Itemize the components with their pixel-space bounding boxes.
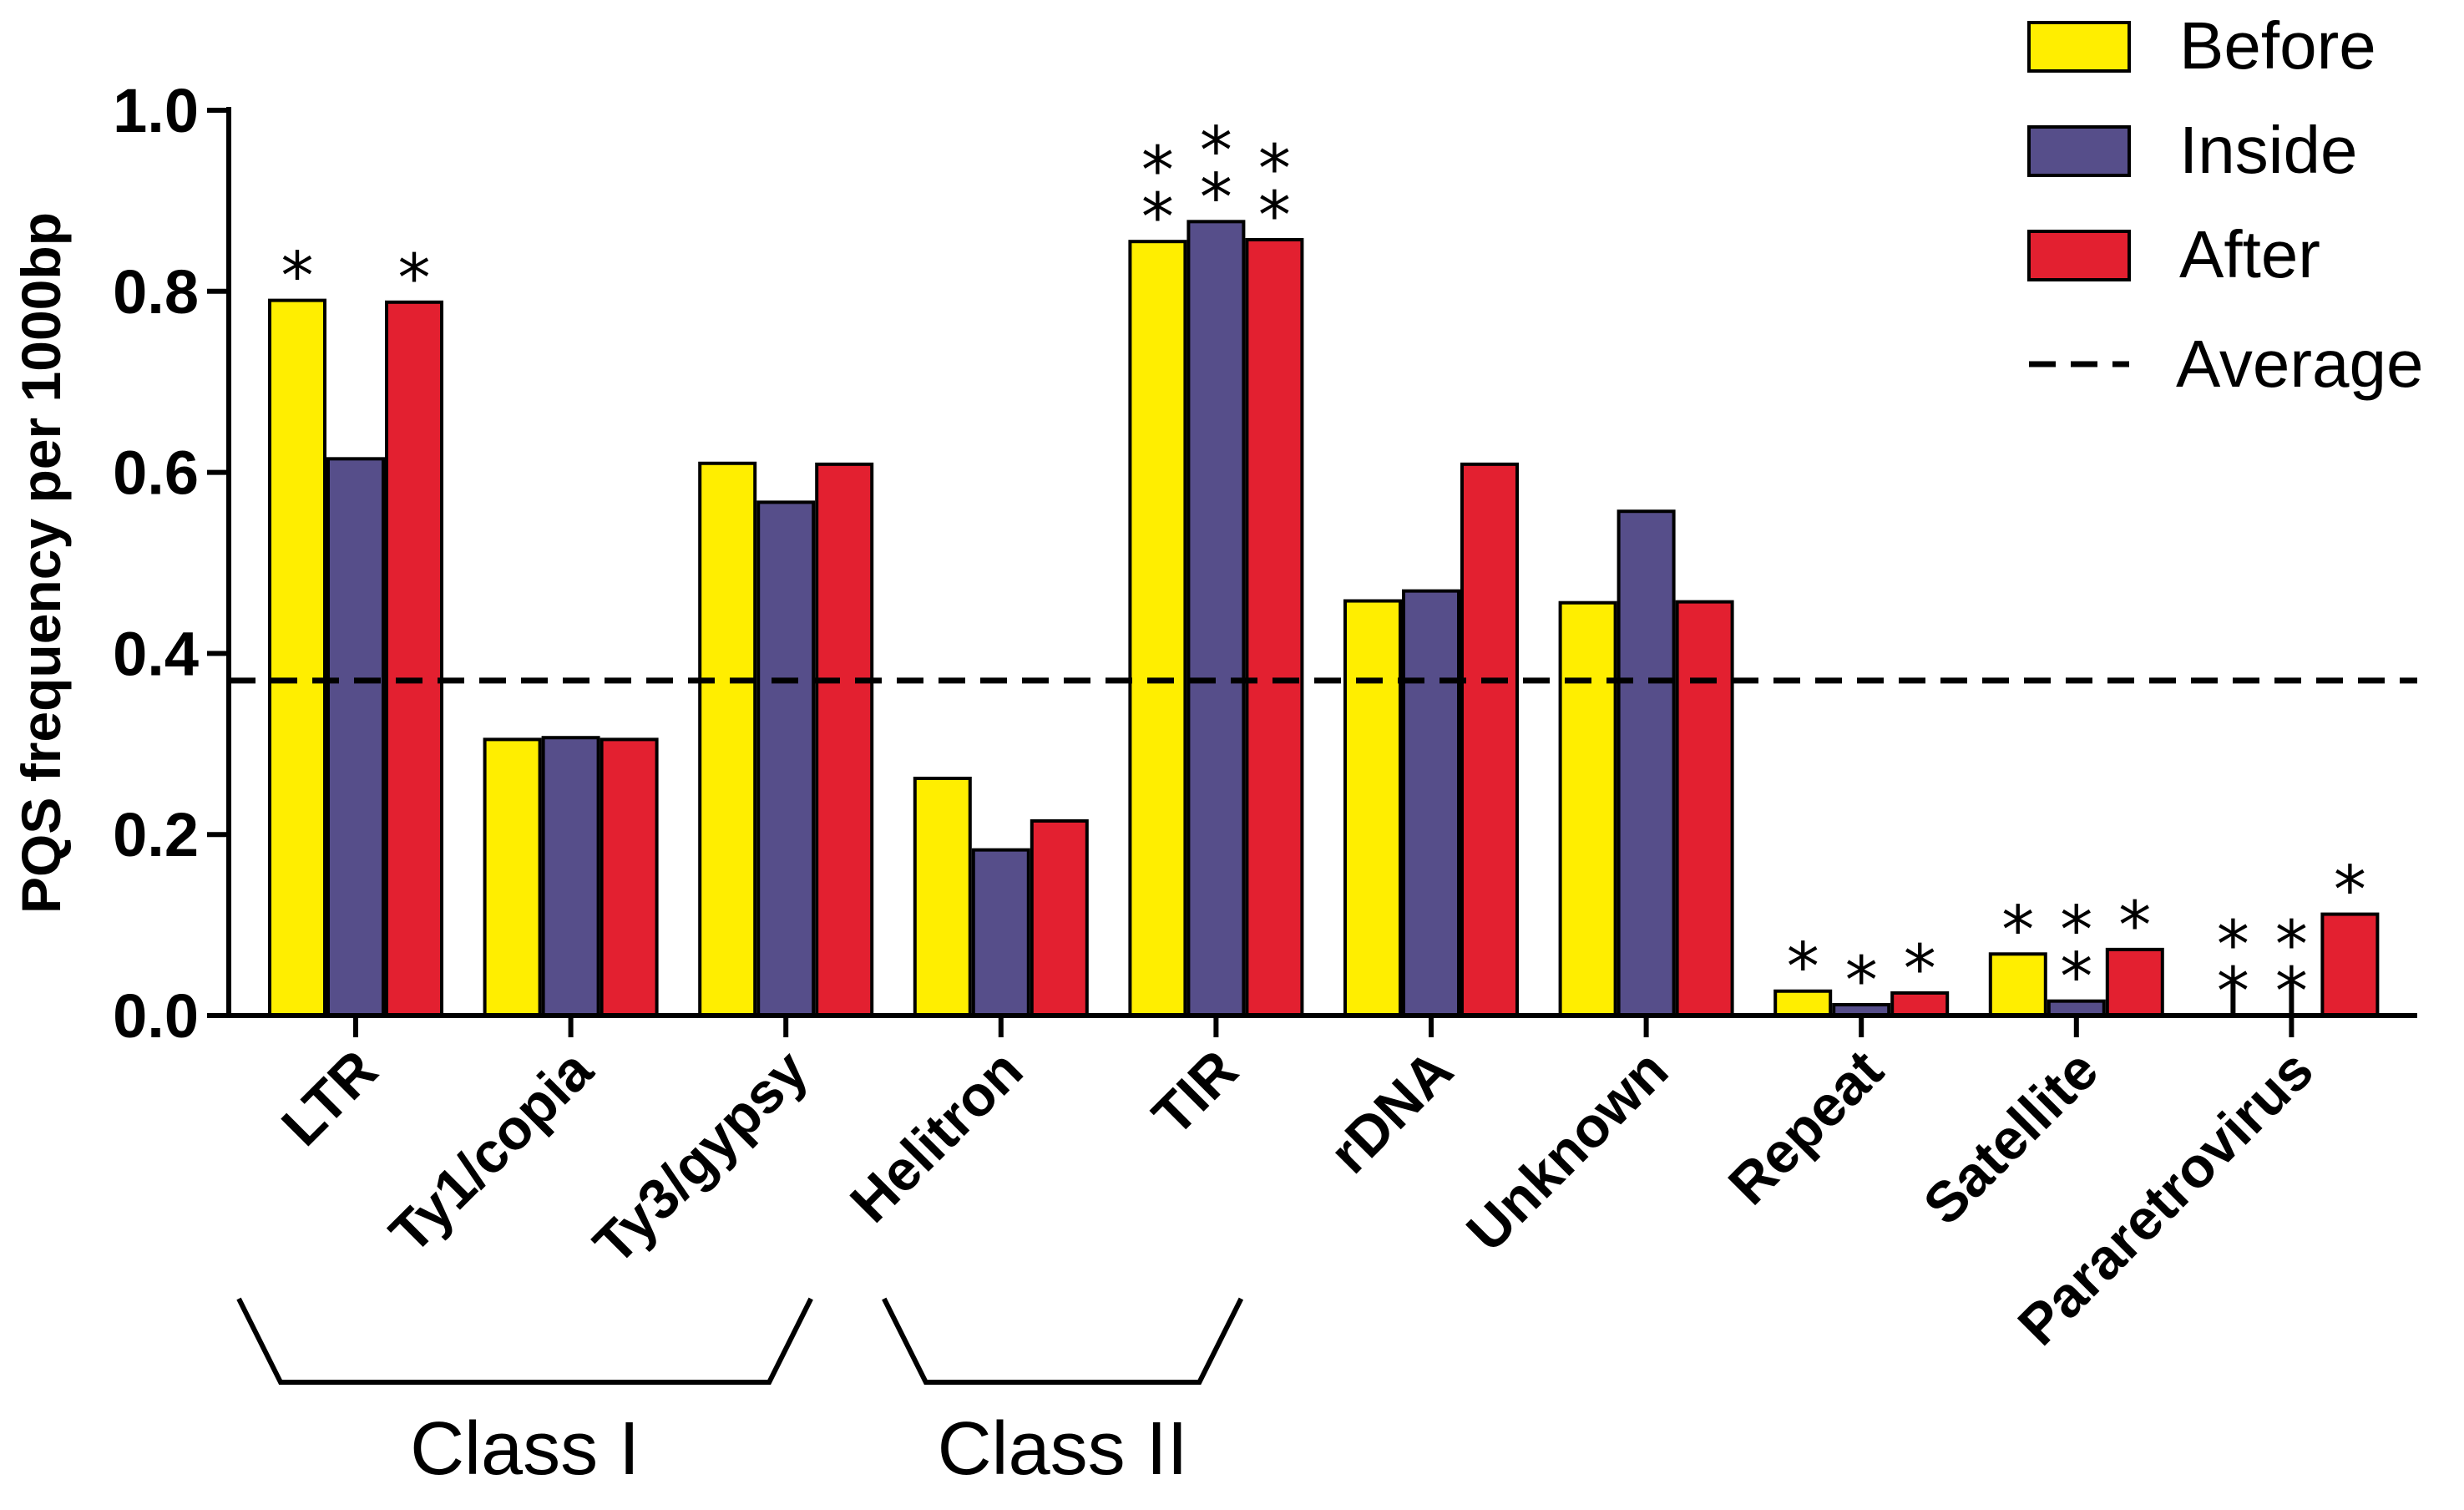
- significance-star: *: [2334, 854, 2366, 929]
- significance-star: *: [1258, 132, 1291, 207]
- legend: Before Inside After Average: [2027, 8, 2424, 401]
- legend-label-before: Before: [2179, 8, 2376, 83]
- bar-tir-inside: [1186, 220, 1246, 1018]
- bar-rdna-after: [1460, 462, 1519, 1017]
- significance-star: *: [1904, 932, 1936, 1007]
- bar-helitron-before: [913, 776, 972, 1017]
- significance-star: *: [2118, 889, 2151, 964]
- y-tick-label: 1.0: [113, 76, 199, 145]
- bar-helitron-inside: [971, 848, 1030, 1017]
- y-tick-label: 0.6: [113, 438, 199, 508]
- significance-star: *: [2217, 908, 2249, 983]
- significance-star: *: [1200, 160, 1232, 236]
- significance-star: *: [1258, 179, 1291, 254]
- y-tick-label: 0.2: [113, 800, 199, 869]
- bar-ty1-copia-before: [483, 737, 542, 1017]
- bar-ltr-inside: [326, 457, 385, 1017]
- bar-ltr-before: [268, 298, 326, 1017]
- bars: [268, 220, 2380, 1018]
- x-category-label: rDNA: [1318, 1038, 1465, 1186]
- x-category-label: Ty1/copia: [377, 1037, 605, 1265]
- bar-ty1-copia-after: [600, 737, 659, 1017]
- legend-label-after: After: [2179, 217, 2320, 291]
- bar-rdna-before: [1343, 599, 1402, 1017]
- bar-ty3-gypsy-inside: [756, 500, 816, 1017]
- x-category-label: Satellite: [1911, 1038, 2110, 1237]
- legend-label-inside: Inside: [2179, 113, 2357, 187]
- bar-unknown-after: [1675, 600, 1734, 1017]
- y-tick-label: 0.4: [113, 619, 199, 688]
- x-category-label: Ty3/gypsy: [581, 1038, 819, 1276]
- legend-swatch-before: [2027, 21, 2131, 73]
- bar-unknown-inside: [1617, 509, 1676, 1017]
- y-axis: 0.0 0.2 0.4 0.6 0.8 1.0 PQS frequency per 1000…: [10, 76, 231, 1051]
- bar-ltr-after: [385, 300, 443, 1018]
- group-bracket: [236, 1297, 813, 1385]
- y-axis-label: PQS frequency per 1000bp: [10, 212, 72, 914]
- group-label: Class II: [938, 1407, 1188, 1491]
- significance-star: *: [398, 241, 431, 317]
- legend-label-average: Average: [2176, 327, 2424, 401]
- bar-pararetrovirus-after: [2320, 912, 2380, 1018]
- significance-star: *: [2275, 908, 2308, 983]
- significance-star: *: [1845, 944, 1878, 1019]
- bar-rdna-inside: [1402, 589, 1460, 1017]
- class-groups: Class I Class II: [236, 1297, 1244, 1491]
- significance-star: *: [1141, 180, 1174, 256]
- significance-star: *: [1787, 930, 1819, 1006]
- group-bracket: [882, 1297, 1244, 1385]
- x-category-label: Repeat: [1717, 1038, 1895, 1217]
- y-tick-label: 0.8: [113, 257, 199, 327]
- significance-star: *: [1200, 114, 1232, 189]
- x-category-label: Unknown: [1455, 1038, 1680, 1264]
- x-category-label: LTR: [270, 1038, 390, 1158]
- bar-ty1-copia-inside: [541, 736, 600, 1017]
- significance-star: *: [2001, 893, 2034, 968]
- bar-helitron-after: [1030, 818, 1089, 1017]
- significance-star: *: [1141, 134, 1174, 209]
- group-label: Class I: [410, 1407, 640, 1491]
- bar-ty3-gypsy-after: [815, 462, 874, 1017]
- bar-satellite-before: [1988, 952, 2047, 1017]
- bar-ty3-gypsy-before: [698, 461, 757, 1017]
- y-tick-label: 0.0: [113, 981, 199, 1051]
- significance-marks: ********************: [281, 114, 2366, 1030]
- significance-star: *: [281, 240, 314, 315]
- bar-tir-after: [1245, 238, 1304, 1017]
- x-category-label: TIR: [1141, 1038, 1250, 1148]
- significance-star: *: [2060, 940, 2092, 1016]
- x-category-label: Helitron: [838, 1038, 1035, 1234]
- legend-swatch-after: [2027, 230, 2131, 281]
- significance-star: *: [2060, 894, 2092, 969]
- bar-tir-before: [1128, 240, 1187, 1017]
- bar-unknown-before: [1558, 600, 1617, 1017]
- legend-swatch-inside: [2027, 125, 2131, 177]
